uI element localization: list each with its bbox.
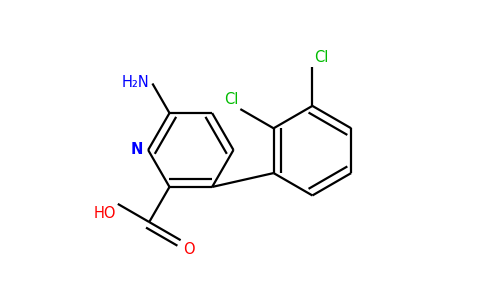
Text: O: O — [183, 242, 195, 257]
Text: Cl: Cl — [315, 50, 329, 65]
Text: N: N — [131, 142, 143, 158]
Text: HO: HO — [93, 206, 116, 220]
Text: Cl: Cl — [224, 92, 238, 107]
Text: H₂N: H₂N — [121, 75, 149, 90]
